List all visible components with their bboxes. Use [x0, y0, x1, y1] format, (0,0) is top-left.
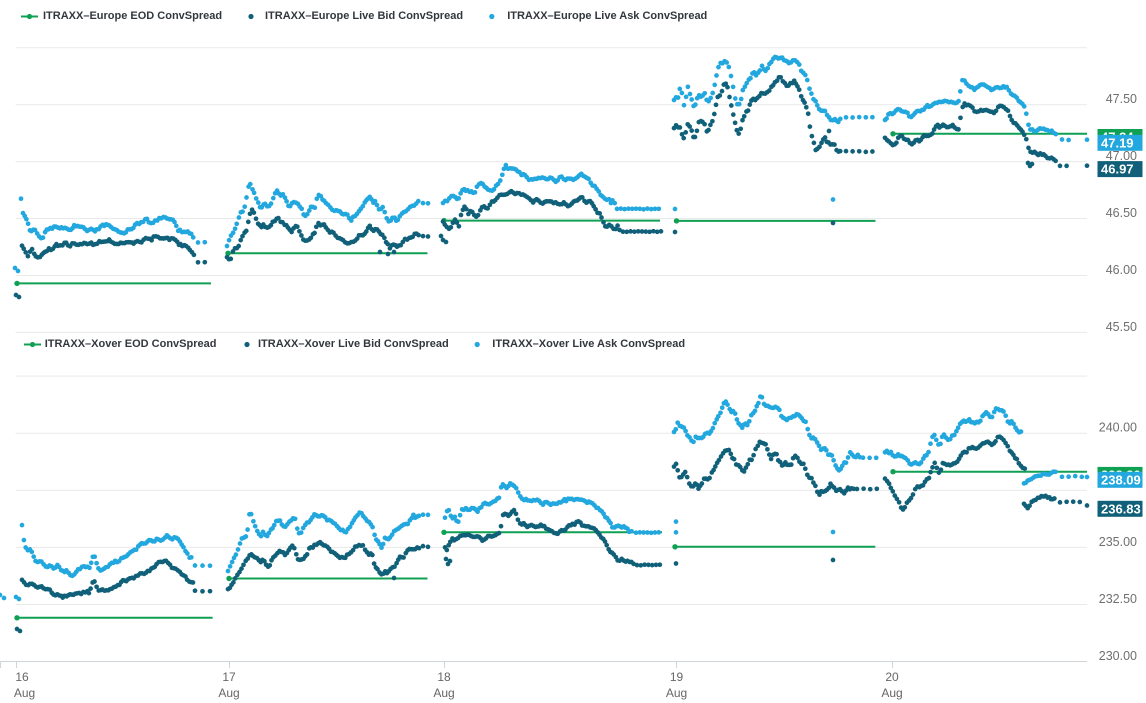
- svg-text:238.09: 238.09: [1101, 472, 1141, 487]
- svg-text:232.50: 232.50: [1099, 592, 1137, 606]
- svg-text:47.19: 47.19: [1101, 135, 1134, 150]
- svg-text:236.83: 236.83: [1101, 501, 1141, 516]
- svg-text:16: 16: [15, 670, 29, 684]
- svg-text:ITRAXX–Europe Live Bid ConvSpr: ITRAXX–Europe Live Bid ConvSpread: [265, 10, 463, 22]
- svg-text:Aug: Aug: [666, 686, 687, 700]
- svg-text:46.00: 46.00: [1106, 263, 1137, 277]
- svg-text:Aug: Aug: [881, 686, 902, 700]
- svg-text:Aug: Aug: [14, 686, 35, 700]
- svg-text:ITRAXX–Xover Live Ask ConvSpre: ITRAXX–Xover Live Ask ConvSpread: [492, 338, 685, 350]
- svg-text:ITRAXX–Europe Live Ask ConvSpr: ITRAXX–Europe Live Ask ConvSpread: [507, 10, 707, 22]
- svg-text:Aug: Aug: [433, 686, 454, 700]
- svg-text:ITRAXX–Xover Live Bid ConvSpre: ITRAXX–Xover Live Bid ConvSpread: [258, 338, 449, 350]
- svg-text:47.50: 47.50: [1106, 92, 1137, 106]
- svg-text:235.00: 235.00: [1099, 535, 1137, 549]
- svg-text:18: 18: [437, 670, 451, 684]
- svg-text:230.00: 230.00: [1099, 649, 1137, 663]
- svg-text:Aug: Aug: [218, 686, 239, 700]
- svg-text:47.00: 47.00: [1106, 149, 1137, 163]
- svg-text:19: 19: [670, 670, 684, 684]
- svg-text:45.50: 45.50: [1106, 320, 1137, 334]
- svg-text:240.00: 240.00: [1099, 421, 1137, 435]
- svg-text:46.50: 46.50: [1106, 206, 1137, 220]
- svg-text:ITRAXX–Xover EOD ConvSpread: ITRAXX–Xover EOD ConvSpread: [45, 338, 217, 350]
- svg-text:20: 20: [885, 670, 899, 684]
- svg-text:ITRAXX–Europe EOD ConvSpread: ITRAXX–Europe EOD ConvSpread: [43, 10, 222, 22]
- svg-text:46.97: 46.97: [1101, 162, 1134, 177]
- svg-text:17: 17: [222, 670, 236, 684]
